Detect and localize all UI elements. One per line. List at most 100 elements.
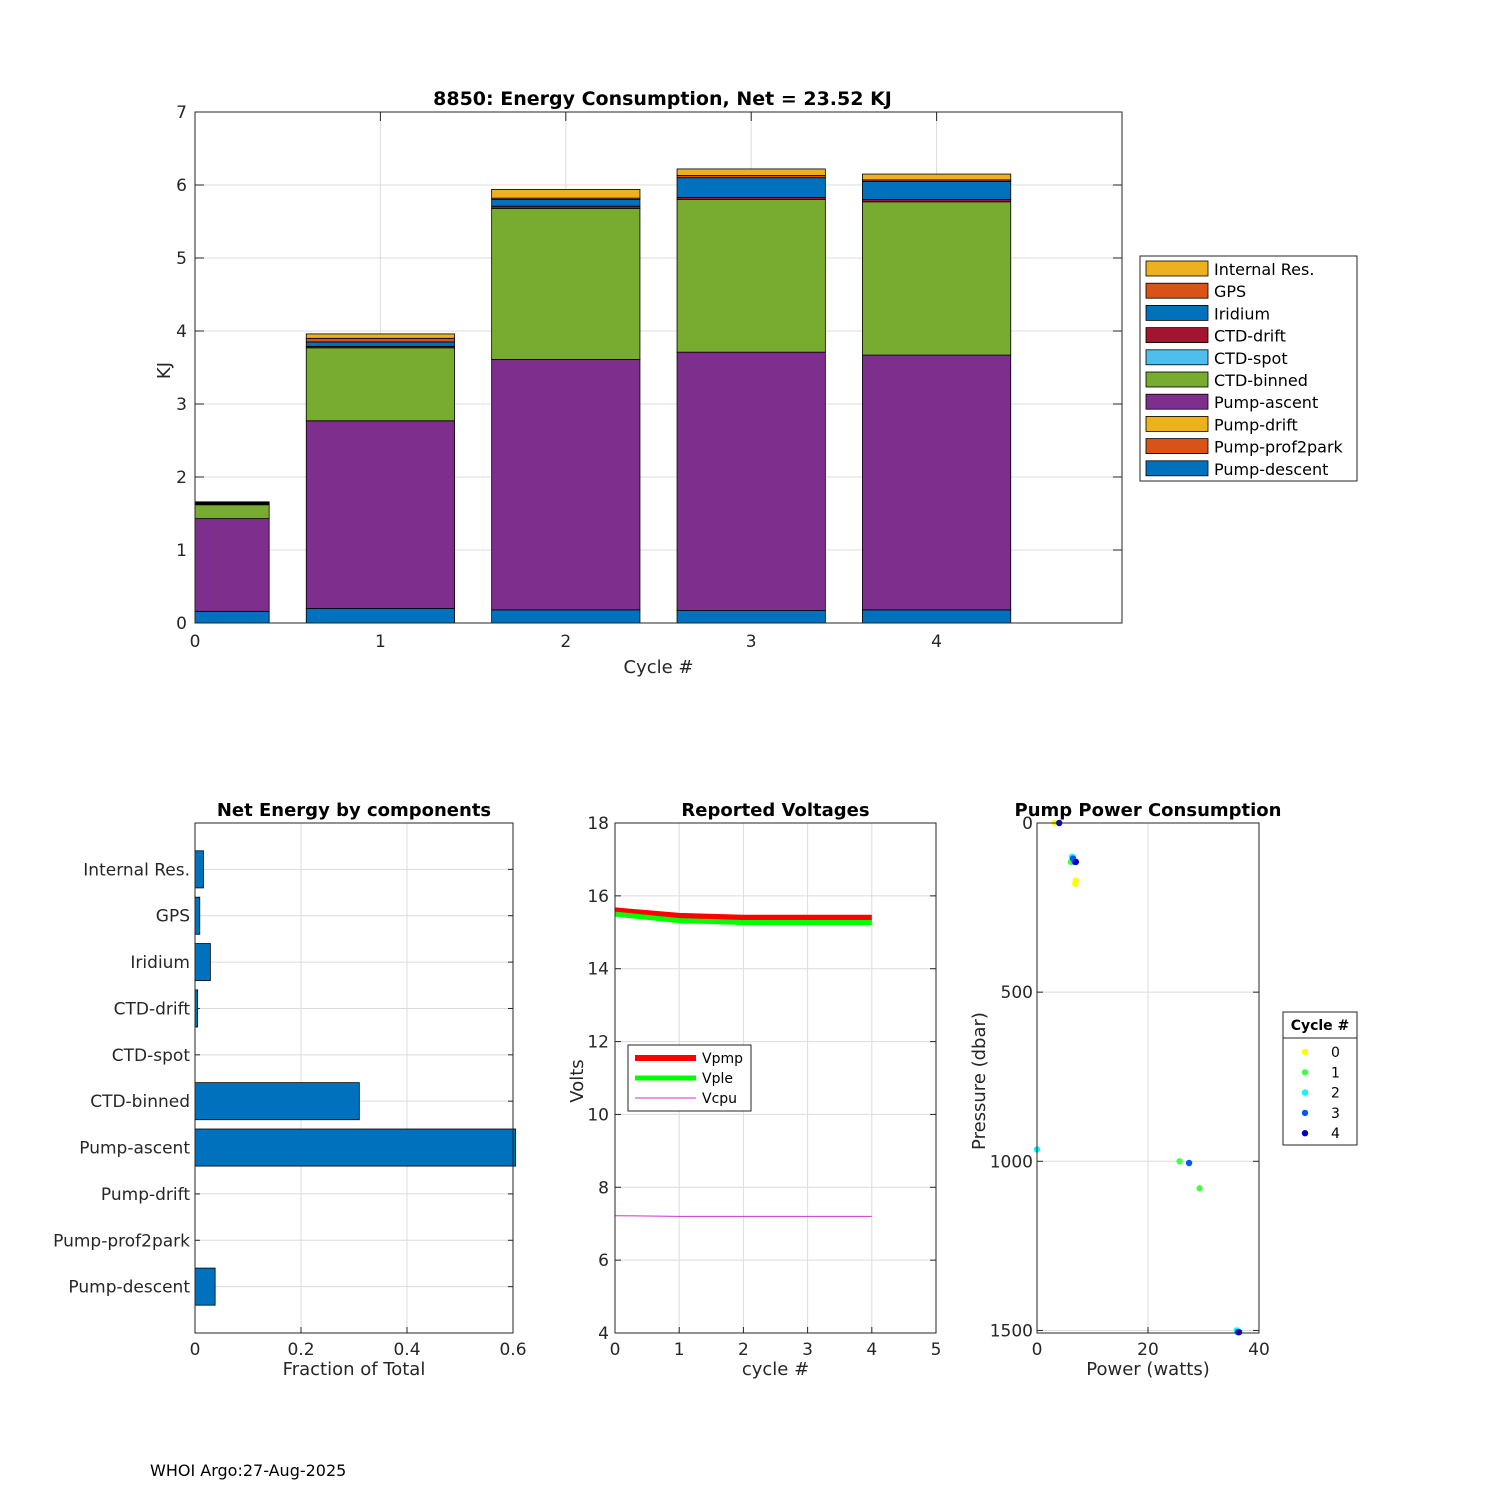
energy-bar-segment (676, 351, 826, 611)
energy-legend-label: Pump-ascent (1214, 393, 1318, 412)
energy-ytick-label: 2 (176, 468, 187, 488)
components-xtick-label: 0.4 (393, 1340, 420, 1360)
components-ytick-label: CTD-binned (90, 1092, 190, 1112)
energy-bar-segment (862, 354, 1012, 611)
pump-point-cycle-0 (1072, 880, 1079, 888)
energy-legend-swatch (1145, 415, 1209, 432)
voltages-ytick-label: 14 (587, 960, 609, 980)
pump-legend-label: 1 (1331, 1065, 1340, 1081)
pump-legend-marker (1301, 1109, 1309, 1117)
pump-ytick-label: 1500 (990, 1321, 1033, 1341)
energy-bar-segment (194, 518, 270, 612)
pump-point-cycle-4 (1235, 1328, 1243, 1336)
energy-bar-segment (305, 333, 455, 339)
components-ytick-label: GPS (156, 907, 190, 927)
components-bar (194, 943, 211, 982)
voltages-line-vpmp (614, 907, 872, 921)
voltages-ylabel: Volts (567, 1059, 588, 1102)
energy-bar-segment (194, 610, 270, 624)
components-bar (194, 1128, 517, 1167)
energy-title: 8850: Energy Consumption, Net = 23.52 KJ (433, 88, 892, 110)
components-xtick-label: 0.2 (287, 1340, 314, 1360)
pump-xtick-label: 40 (1248, 1340, 1270, 1360)
voltages-ytick-label: 6 (598, 1251, 609, 1271)
energy-bar-segment (305, 337, 455, 343)
pump-legend-marker (1301, 1069, 1309, 1076)
energy-bar-segment (194, 504, 270, 520)
energy-legend-swatch (1145, 438, 1209, 455)
components-xtick-label: 0 (190, 1340, 201, 1360)
pump-legend-marker (1301, 1089, 1309, 1096)
energy-xlabel: Cycle # (624, 657, 694, 678)
voltages-ytick-label: 8 (598, 1178, 609, 1198)
energy-chart: 0 1 2 3 4 5 6 7 0 1 2 3 4 8850: Energy Consumption, N… (154, 88, 1123, 678)
energy-bar-segment (305, 608, 455, 624)
energy-ylabel: KJ (154, 362, 175, 379)
components-ytick-label: CTD-spot (112, 1046, 191, 1066)
energy-bar-segment (862, 180, 1012, 201)
energy-bar-segment (676, 199, 826, 353)
energy-axes-box (194, 111, 1123, 624)
voltages-xlabel: cycle # (742, 1359, 809, 1380)
energy-bar-segment (862, 609, 1012, 624)
components-ytick-label: Internal Res. (83, 860, 190, 880)
energy-bar-segment (676, 610, 826, 624)
voltages-xtick-label: 4 (866, 1340, 877, 1360)
pump-ytick-label: 1000 (990, 1152, 1033, 1172)
pump-legend-label: 2 (1331, 1086, 1340, 1102)
energy-bar-segment (305, 347, 455, 422)
components-title: Net Energy by components (217, 800, 491, 821)
energy-bar-segment (676, 168, 826, 176)
energy-legend-swatch (1145, 327, 1209, 344)
energy-legend-swatch (1145, 349, 1209, 366)
voltages-title: Reported Voltages (681, 800, 869, 821)
voltages-ytick-label: 18 (587, 814, 609, 834)
energy-legend-swatch (1145, 304, 1209, 321)
voltages-ytick-label: 12 (587, 1033, 609, 1053)
components-bar (194, 1082, 360, 1121)
components-chart: 0 0.2 0.4 0.6 Internal Res. GPS Iridium CTD-dri… (53, 800, 526, 1380)
energy-legend-label: CTD-drift (1214, 327, 1286, 346)
components-bar (194, 850, 204, 889)
energy-legend-label: CTD-spot (1214, 349, 1288, 368)
voltages-ytick-label: 10 (587, 1105, 609, 1125)
energy-xtick-label: 2 (560, 632, 571, 652)
components-axes-box (194, 822, 514, 1334)
voltages-axes-box (614, 822, 937, 1334)
components-ytick-label: Pump-descent (68, 1278, 190, 1298)
energy-legend-label: Iridium (1214, 304, 1270, 323)
pump-legend-box (1282, 1011, 1358, 1146)
energy-legend-label: Pump-descent (1214, 460, 1328, 479)
pump-legend-title: Cycle # (1291, 1018, 1350, 1034)
footer-text: WHOI Argo:27-Aug-2025 (150, 1461, 346, 1480)
energy-bar-segment (491, 207, 641, 360)
energy-bar-segment (194, 501, 270, 503)
energy-legend-swatch (1145, 393, 1209, 410)
pump-xlabel: Power (watts) (1086, 1359, 1209, 1380)
pump-legend-label: 3 (1331, 1106, 1340, 1122)
energy-bar-segment (491, 359, 641, 611)
energy-ytick-label: 7 (176, 103, 187, 123)
energy-ytick-label: 5 (176, 249, 187, 269)
energy-legend-swatch (1145, 460, 1209, 477)
components-bar (194, 896, 201, 935)
voltages-ytick-label: 4 (598, 1324, 609, 1344)
voltages-legend-label: Vple (702, 1071, 733, 1087)
components-ytick-label: Pump-ascent (79, 1139, 190, 1159)
energy-legend-label: CTD-binned (1214, 371, 1308, 390)
components-bar (194, 1267, 216, 1306)
energy-xtick-label: 4 (931, 632, 942, 652)
voltages-ytick-label: 16 (587, 887, 609, 907)
energy-ytick-label: 3 (176, 395, 187, 415)
energy-ytick-label: 4 (176, 322, 187, 342)
voltages-xtick-label: 2 (738, 1340, 749, 1360)
energy-ytick-label: 1 (176, 541, 187, 561)
voltages-line-vcpu (614, 1215, 872, 1217)
pump-point-cycle-3 (1185, 1159, 1193, 1167)
pump-xtick-label: 0 (1032, 1340, 1043, 1360)
energy-bar-segment (491, 609, 641, 624)
energy-legend: Internal Res. GPS Iridium CTD-drift CTD-spot… (1139, 255, 1358, 482)
energy-bar-segment (862, 201, 1012, 356)
